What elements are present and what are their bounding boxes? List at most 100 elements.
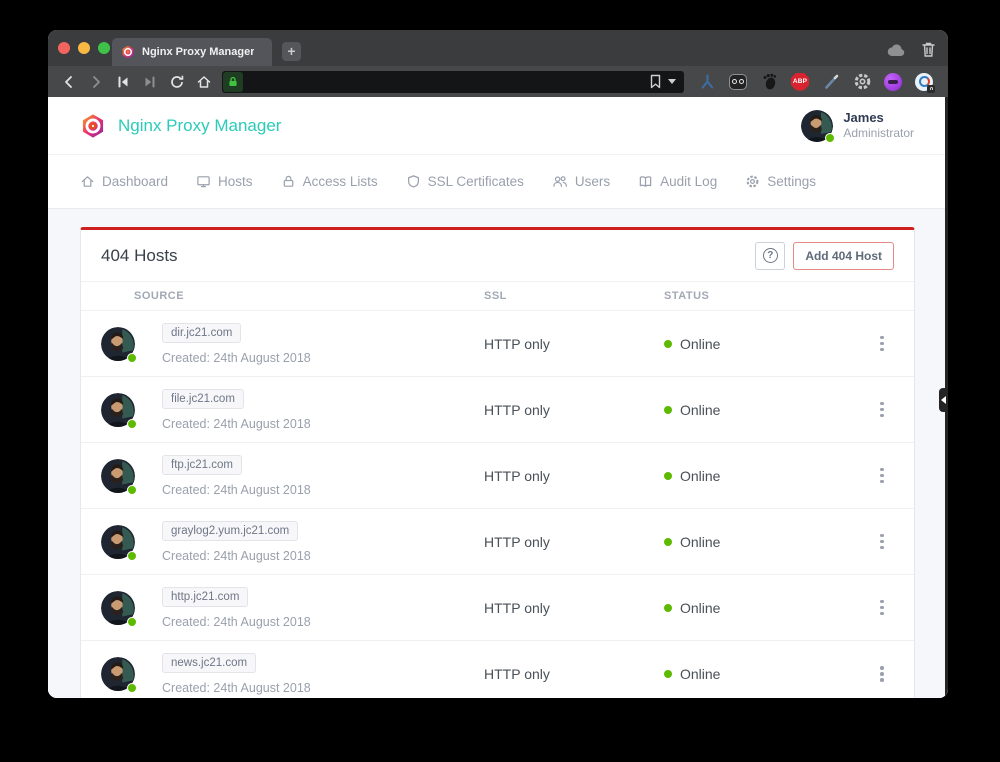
user-role: Administrator bbox=[843, 126, 914, 141]
nav-item-users[interactable]: Users bbox=[552, 174, 610, 189]
sync-cloud-icon[interactable] bbox=[887, 43, 907, 57]
chevron-left-icon bbox=[941, 396, 946, 404]
app-title: Nginx Proxy Manager bbox=[118, 115, 282, 135]
domain-badge: graylog2.yum.jc21.com bbox=[162, 520, 299, 541]
wishbone-extension-icon[interactable] bbox=[697, 72, 717, 92]
table-header: Source SSL Status bbox=[81, 281, 914, 311]
nav-item-access-lists[interactable]: Access Lists bbox=[281, 174, 378, 189]
url-bar[interactable] bbox=[222, 70, 684, 93]
online-dot bbox=[664, 471, 672, 480]
tab-title: Nginx Proxy Manager bbox=[142, 46, 255, 58]
new-tab-button[interactable]: + bbox=[282, 42, 301, 61]
gear-icon bbox=[746, 175, 759, 188]
created-date: Created: 24th August 2018 bbox=[162, 482, 311, 497]
maximize-window-button[interactable] bbox=[98, 42, 110, 54]
home-icon bbox=[81, 176, 94, 187]
user-menu[interactable]: James Administrator bbox=[801, 109, 914, 143]
owner-avatar bbox=[101, 458, 137, 495]
back-button[interactable] bbox=[56, 70, 82, 94]
add-404-host-button[interactable]: Add 404 Host bbox=[793, 241, 894, 270]
online-dot bbox=[664, 670, 672, 678]
gear-flower-extension-icon[interactable] bbox=[852, 72, 872, 92]
owner-avatar bbox=[101, 590, 137, 627]
ssl-value: HTTP only bbox=[484, 467, 550, 484]
domain-badge: file.jc21.com bbox=[162, 388, 244, 409]
color-picker-extension-icon[interactable] bbox=[821, 72, 841, 92]
row-actions-button[interactable] bbox=[870, 398, 894, 422]
table-row: news.jc21.com Created: 24th August 2018 … bbox=[81, 641, 914, 698]
domain-badge: news.jc21.com bbox=[162, 653, 257, 673]
gnome-foot-extension-icon[interactable] bbox=[759, 72, 779, 92]
ssl-value: HTTP only bbox=[484, 533, 550, 550]
rewind-button[interactable] bbox=[110, 70, 136, 94]
ssl-value: HTTP only bbox=[484, 599, 550, 616]
nav-item-hosts[interactable]: Hosts bbox=[196, 174, 253, 189]
online-dot bbox=[664, 405, 672, 414]
nav-item-audit-log[interactable]: Audit Log bbox=[638, 174, 717, 189]
privacy-lock-extension-icon[interactable] bbox=[914, 72, 935, 93]
owner-avatar bbox=[101, 392, 137, 429]
trash-icon[interactable] bbox=[921, 41, 936, 58]
extensions-area: ABP bbox=[693, 72, 940, 93]
fast-forward-button[interactable] bbox=[137, 70, 163, 94]
browser-toolbar: ABP bbox=[48, 66, 948, 97]
panel-toggle-button[interactable] bbox=[939, 388, 948, 412]
domain-badge: http.jc21.com bbox=[162, 586, 249, 607]
forward-button[interactable] bbox=[83, 70, 109, 94]
hosts-card: 404 Hosts ? Add 404 Host Source SSL Stat… bbox=[80, 227, 915, 698]
nav-label: Users bbox=[574, 174, 611, 189]
created-date: Created: 24th August 2018 bbox=[162, 614, 311, 629]
row-actions-button[interactable] bbox=[870, 596, 894, 620]
browser-window: Nginx Proxy Manager + bbox=[48, 30, 948, 698]
row-actions-button[interactable] bbox=[870, 464, 894, 488]
browser-titlebar[interactable]: Nginx Proxy Manager + bbox=[48, 30, 948, 66]
main-nav: Dashboard Hosts Access Lists SSL Certifi… bbox=[48, 155, 948, 209]
nav-item-ssl-certificates[interactable]: SSL Certificates bbox=[406, 174, 524, 189]
created-date: Created: 24th August 2018 bbox=[162, 416, 311, 431]
secure-lock-icon[interactable] bbox=[223, 71, 243, 92]
help-button[interactable]: ? bbox=[755, 241, 786, 270]
adblock-plus-extension-icon[interactable]: ABP bbox=[790, 72, 810, 92]
nav-label: Settings bbox=[767, 174, 816, 189]
user-name: James bbox=[843, 109, 884, 125]
ssl-value: HTTP only bbox=[484, 666, 550, 682]
presence-dot bbox=[127, 550, 137, 561]
page-body: 404 Hosts ? Add 404 Host Source SSL Stat… bbox=[48, 209, 948, 698]
nav-label: SSL Certificates bbox=[427, 174, 524, 189]
created-date: Created: 24th August 2018 bbox=[162, 548, 311, 563]
nav-item-settings[interactable]: Settings bbox=[745, 174, 816, 189]
home-button[interactable] bbox=[191, 70, 217, 94]
user-avatar bbox=[801, 109, 836, 143]
web-content: Nginx Proxy Manager James Administrator … bbox=[48, 97, 948, 698]
domain-badge: ftp.jc21.com bbox=[162, 454, 242, 475]
column-header-status: Status bbox=[664, 290, 710, 302]
status-label: Online bbox=[680, 467, 721, 484]
bookmark-dropdown-caret[interactable] bbox=[668, 79, 676, 84]
online-dot bbox=[664, 603, 672, 612]
bookmark-icon[interactable] bbox=[649, 74, 662, 89]
table-row: file.jc21.com Created: 24th August 2018 … bbox=[81, 377, 914, 443]
row-actions-button[interactable] bbox=[870, 332, 894, 356]
table-row: ftp.jc21.com Created: 24th August 2018 H… bbox=[81, 443, 914, 509]
minimize-window-button[interactable] bbox=[78, 42, 90, 54]
owner-avatar bbox=[101, 524, 137, 561]
reload-button[interactable] bbox=[164, 70, 190, 94]
row-actions-button[interactable] bbox=[870, 662, 894, 686]
window-controls bbox=[58, 42, 110, 54]
presence-dot bbox=[127, 484, 137, 495]
presence-dot bbox=[127, 418, 137, 429]
goggles-extension-icon[interactable] bbox=[728, 72, 748, 92]
status-label: Online bbox=[680, 533, 721, 550]
app-header: Nginx Proxy Manager James Administrator bbox=[48, 97, 948, 155]
row-actions-button[interactable] bbox=[870, 530, 894, 554]
column-header-ssl: SSL bbox=[484, 290, 507, 302]
close-window-button[interactable] bbox=[58, 42, 70, 54]
domain-badge: dir.jc21.com bbox=[162, 322, 242, 343]
nav-item-dashboard[interactable]: Dashboard bbox=[80, 174, 168, 189]
purple-mask-extension-icon[interactable] bbox=[883, 72, 903, 92]
status-label: Online bbox=[680, 599, 721, 616]
npm-logo-icon bbox=[81, 112, 105, 139]
online-dot bbox=[664, 339, 672, 348]
browser-tab[interactable]: Nginx Proxy Manager bbox=[112, 38, 272, 66]
